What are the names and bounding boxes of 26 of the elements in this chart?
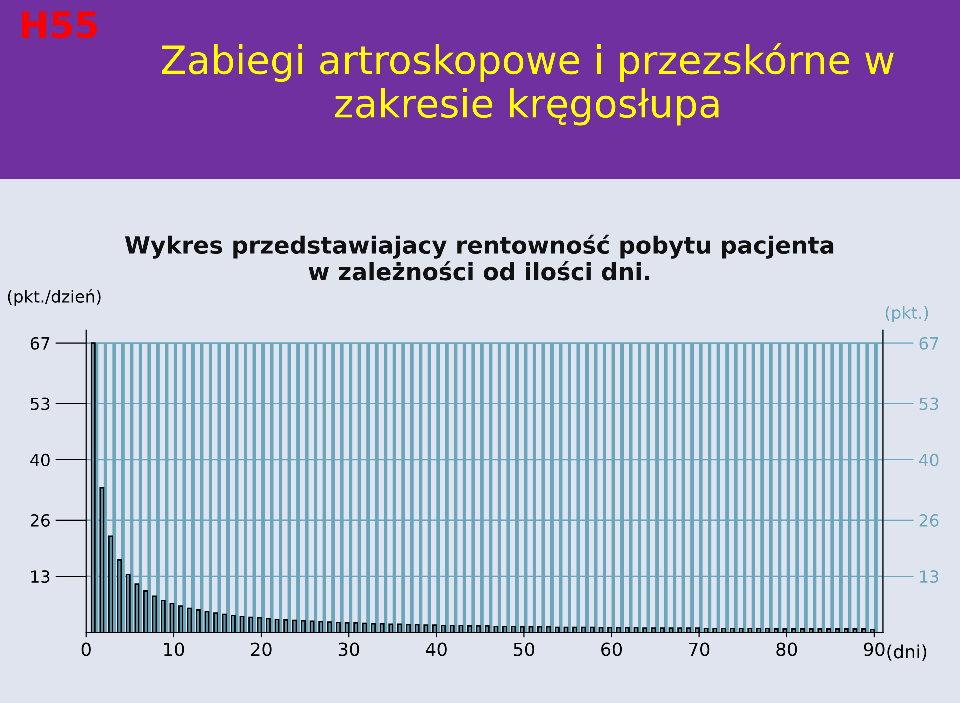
y-axis-title: (pkt./dzień) — [8, 289, 101, 306]
x-axis-title: (dni) — [888, 644, 927, 661]
y-tick-label: 13 — [32, 570, 50, 584]
y2-tick-label: 67 — [920, 337, 938, 350]
y-tick-label: 53 — [31, 398, 50, 410]
x-tick-label: 40 — [426, 642, 447, 656]
x-tick-label: 70 — [689, 642, 710, 656]
x-tick-label: 10 — [164, 642, 184, 656]
x-tick-label: 30 — [338, 642, 360, 656]
y2-tick-label: 26 — [920, 514, 939, 527]
text: H55 — [22, 12, 98, 39]
y-tick-label: 40 — [30, 454, 50, 467]
y2-tick-label: 13 — [920, 570, 938, 584]
y2-tick-label: 40 — [919, 454, 939, 467]
x-tick-label: 80 — [776, 642, 798, 656]
y-tick-label: 67 — [30, 337, 50, 350]
x-tick-label: 50 — [514, 642, 534, 656]
chart-subtitle: Wykres przedstawiajacy rentowność pobytu pacjenta w zależności od ilości dni. — [125, 234, 834, 281]
x-tick-label: 20 — [251, 642, 272, 656]
x-tick-label: 90 — [864, 642, 885, 656]
y2-axis-title: (pkt.) — [886, 306, 928, 322]
chart-title: Zabiegi artroskopowe i przezskórne w zakresie kręgosłupa — [162, 42, 894, 126]
y-tick-label: 26 — [30, 514, 50, 527]
y2-tick-label: 53 — [920, 398, 938, 410]
x-tick-label: 0 — [82, 642, 91, 656]
x-tick-label: 60 — [602, 642, 622, 656]
